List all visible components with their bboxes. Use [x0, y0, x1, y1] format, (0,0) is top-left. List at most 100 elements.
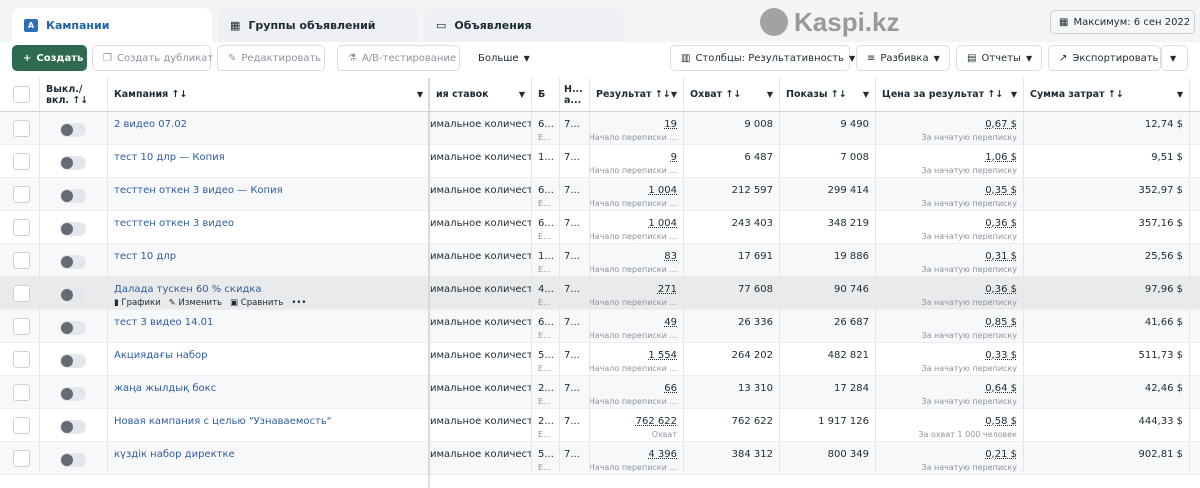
- table-row[interactable]: 2 видео 07.02 имальное количество 6... Е.…: [0, 112, 1200, 145]
- charts-link[interactable]: ▮ Графики: [114, 298, 161, 308]
- compare-link[interactable]: ▣ Сравнить: [230, 298, 283, 308]
- col-reach[interactable]: Охват ↑↓ ▼: [684, 78, 780, 111]
- tab-campaigns[interactable]: A Кампании: [12, 8, 212, 42]
- caret-down-icon[interactable]: ▼: [1010, 90, 1017, 99]
- col-cost-per-result[interactable]: Цена за результат ↑↓ ▼: [876, 78, 1024, 111]
- table-row[interactable]: Далада тускен 60 % скидка ▮ Графики ✎ Из…: [0, 277, 1200, 310]
- campaign-toggle[interactable]: [60, 387, 86, 401]
- cost-value[interactable]: 0,64 $: [985, 383, 1017, 394]
- campaign-name-link[interactable]: тест 10 длр — Копия: [114, 152, 225, 163]
- result-value[interactable]: 49: [664, 317, 677, 328]
- row-checkbox[interactable]: [13, 384, 30, 401]
- cost-value[interactable]: 0,58 $: [985, 416, 1017, 427]
- breakdown-button[interactable]: ≡ Разбивка ▼: [856, 45, 950, 71]
- row-checkbox[interactable]: [13, 120, 30, 137]
- row-checkbox[interactable]: [13, 351, 30, 368]
- more-button[interactable]: Больше ▼: [468, 45, 540, 71]
- campaign-name-link[interactable]: Далада тускен 60 % скидка: [114, 284, 262, 295]
- caret-down-icon[interactable]: ▼: [518, 90, 525, 99]
- caret-down-icon[interactable]: ▼: [1176, 90, 1183, 99]
- campaign-name-link[interactable]: тесттен откен 3 видео: [114, 218, 234, 229]
- result-value[interactable]: 9: [670, 152, 677, 163]
- col-attribution[interactable]: Н... а...: [560, 78, 590, 111]
- table-row[interactable]: жаңа жылдық бокс имальное количество 2..…: [0, 376, 1200, 409]
- campaign-name-link[interactable]: тест 3 видео 14.01: [114, 317, 214, 328]
- export-dropdown[interactable]: ▼: [1161, 45, 1188, 71]
- create-button[interactable]: + Создать: [12, 45, 87, 71]
- campaign-name-link[interactable]: күздік набор директке: [114, 449, 235, 460]
- campaign-toggle[interactable]: [60, 321, 86, 335]
- result-value[interactable]: 4 396: [648, 449, 677, 460]
- campaign-toggle[interactable]: [60, 255, 86, 269]
- cost-value[interactable]: 1,06 $: [985, 152, 1017, 163]
- col-impressions[interactable]: Показы ↑↓ ▼: [780, 78, 876, 111]
- col-toggle[interactable]: Выкл./ вкл. ↑↓: [40, 78, 108, 111]
- campaign-name-link[interactable]: 2 видео 07.02: [114, 119, 187, 130]
- table-row[interactable]: тесттен откен 3 видео имальное количеств…: [0, 211, 1200, 244]
- col-budget[interactable]: Б: [532, 78, 560, 111]
- export-button[interactable]: ↗ Экспортировать: [1048, 45, 1161, 71]
- select-all-checkbox[interactable]: [13, 86, 30, 103]
- result-value[interactable]: 271: [657, 284, 677, 295]
- campaign-toggle[interactable]: [60, 156, 86, 170]
- campaign-toggle[interactable]: [60, 123, 86, 137]
- cost-value[interactable]: 0,36 $: [985, 218, 1017, 229]
- row-checkbox[interactable]: [13, 285, 30, 302]
- caret-down-icon[interactable]: ▼: [416, 90, 423, 99]
- more-actions-button[interactable]: •••: [291, 298, 307, 308]
- caret-down-icon[interactable]: ▼: [766, 90, 773, 99]
- row-checkbox[interactable]: [13, 219, 30, 236]
- edit-link[interactable]: ✎ Изменить: [169, 298, 222, 308]
- edit-button[interactable]: ✎ Редактировать: [217, 45, 325, 71]
- cost-value[interactable]: 0,35 $: [985, 185, 1017, 196]
- table-row[interactable]: күздік набор директке имальное количеств…: [0, 442, 1200, 475]
- caret-down-icon[interactable]: ▼: [670, 90, 677, 99]
- cost-value[interactable]: 0,31 $: [985, 251, 1017, 262]
- campaign-name-link[interactable]: Новая кампания с целью "Узнаваемость": [114, 416, 332, 427]
- result-value[interactable]: 1 004: [648, 185, 677, 196]
- campaign-name-link[interactable]: тест 10 длр: [114, 251, 177, 262]
- result-value[interactable]: 1 004: [648, 218, 677, 229]
- cost-value[interactable]: 0,33 $: [985, 350, 1017, 361]
- tab-ad-sets[interactable]: ▦ Группы объявлений: [218, 8, 418, 42]
- caret-down-icon[interactable]: ▼: [862, 90, 869, 99]
- col-campaign[interactable]: Кампания ↑↓ ▼: [108, 78, 430, 111]
- cost-value[interactable]: 0,36 $: [985, 284, 1017, 295]
- campaign-name-link[interactable]: жаңа жылдық бокс: [114, 383, 217, 394]
- col-amount-spent[interactable]: Сумма затрат ↑↓ ▼: [1024, 78, 1190, 111]
- result-value[interactable]: 83: [664, 251, 677, 262]
- cost-value[interactable]: 0,21 $: [985, 449, 1017, 460]
- table-row[interactable]: тест 3 видео 14.01 имальное количество 6…: [0, 310, 1200, 343]
- date-range-picker[interactable]: ▦ Максимум: 6 сен 2022 г. —: [1050, 10, 1195, 34]
- campaign-toggle[interactable]: [60, 453, 86, 467]
- row-checkbox[interactable]: [13, 186, 30, 203]
- table-row[interactable]: тесттен откен 3 видео — Копия имальное к…: [0, 178, 1200, 211]
- result-value[interactable]: 66: [664, 383, 677, 394]
- tab-ads[interactable]: ▭ Объявления: [424, 8, 624, 42]
- duplicate-button[interactable]: ❐ Создать дубликат: [92, 45, 213, 71]
- result-value[interactable]: 19: [664, 119, 677, 130]
- campaign-toggle[interactable]: [60, 354, 86, 368]
- campaign-toggle[interactable]: [60, 222, 86, 236]
- table-row[interactable]: тест 10 длр — Копия имальное количество …: [0, 145, 1200, 178]
- table-row[interactable]: Новая кампания с целью "Узнаваемость" им…: [0, 409, 1200, 442]
- ab-test-button[interactable]: ⚗ A/B-тестирование: [337, 45, 460, 71]
- campaign-toggle[interactable]: [60, 420, 86, 434]
- result-value[interactable]: 762 622: [635, 416, 677, 427]
- col-bid-strategy[interactable]: ия ставок ▼: [430, 78, 532, 111]
- row-checkbox[interactable]: [13, 417, 30, 434]
- campaign-name-link[interactable]: Акциядағы набор: [114, 350, 208, 361]
- campaign-name-link[interactable]: тесттен откен 3 видео — Копия: [114, 185, 283, 196]
- row-checkbox[interactable]: [13, 252, 30, 269]
- row-checkbox[interactable]: [13, 318, 30, 335]
- campaign-toggle[interactable]: [60, 288, 86, 302]
- reports-button[interactable]: ▤ Отчеты ▼: [956, 45, 1042, 71]
- col-result[interactable]: Результат ↑↓ ▼: [590, 78, 684, 111]
- columns-button[interactable]: ▥ Столбцы: Результативность ▼: [670, 45, 855, 71]
- row-checkbox[interactable]: [13, 153, 30, 170]
- table-row[interactable]: Акциядағы набор имальное количество 5...…: [0, 343, 1200, 376]
- cost-value[interactable]: 0,67 $: [985, 119, 1017, 130]
- row-checkbox[interactable]: [13, 450, 30, 467]
- cost-value[interactable]: 0,85 $: [985, 317, 1017, 328]
- campaign-toggle[interactable]: [60, 189, 86, 203]
